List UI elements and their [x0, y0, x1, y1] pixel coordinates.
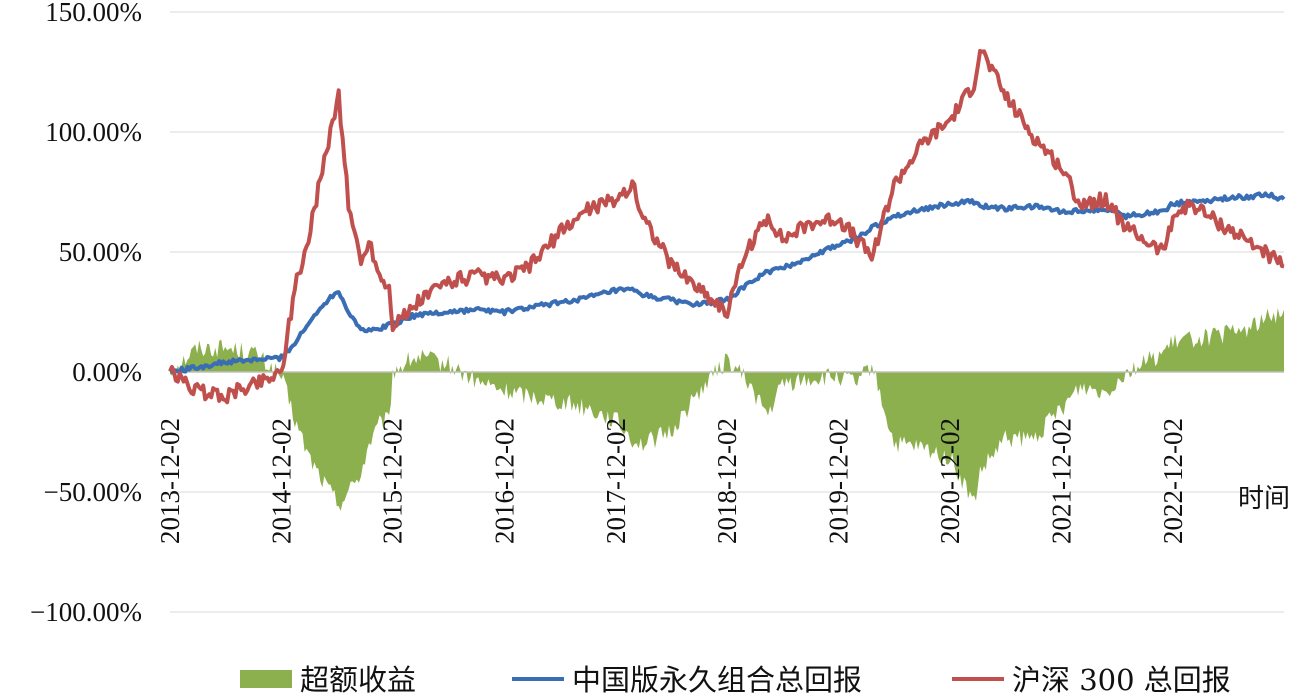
legend-swatch — [240, 670, 292, 688]
legend: 超额收益 中国版永久组合总回报 沪深 300 总回报 — [240, 663, 1231, 696]
x-tick-label: 2013-12-02 — [155, 418, 185, 544]
series-line-permanent-portfolio — [169, 191, 1286, 375]
y-tick-label: 100.00% — [45, 117, 142, 147]
excess-return-area-layer — [170, 308, 1284, 511]
legend-item: 沪深 300 总回报 — [952, 663, 1231, 696]
legend-item: 超额收益 — [240, 663, 416, 696]
y-tick-label: −100.00% — [30, 597, 142, 627]
legend-label: 沪深 300 总回报 — [1012, 663, 1231, 696]
x-axis-label: 时间 — [1238, 484, 1290, 514]
series-area-excess-return — [170, 308, 1284, 511]
y-tick-label: −50.00% — [44, 477, 142, 507]
x-tick-label: 2020-12-02 — [935, 418, 965, 544]
x-tick-label: 2021-12-02 — [1047, 418, 1077, 544]
x-tick-label: 2015-12-02 — [378, 418, 408, 544]
y-tick-label: 150.00% — [45, 0, 142, 27]
x-tick-label: 2014-12-02 — [266, 418, 296, 544]
legend-label: 超额收益 — [300, 663, 416, 696]
series-line-csi300 — [168, 48, 1285, 405]
legend-label: 中国版永久组合总回报 — [572, 663, 862, 696]
legend-item: 中国版永久组合总回报 — [512, 663, 862, 696]
y-tick-label: 0.00% — [72, 357, 142, 387]
x-axis-ticks: 2013-12-02 2014-12-02 2015-12-02 2016-12-02… — [155, 418, 1188, 544]
x-tick-label: 2016-12-02 — [489, 418, 519, 544]
x-tick-label: 2022-12-02 — [1158, 418, 1188, 544]
x-tick-label: 2018-12-02 — [712, 418, 742, 544]
x-tick-label: 2017-12-02 — [601, 418, 631, 544]
y-axis-ticks: 150.00% 100.00% 50.00% 0.00% −50.00% −100.00% — [30, 0, 142, 627]
x-tick-label: 2019-12-02 — [824, 418, 854, 544]
series-lines-layer — [168, 48, 1286, 405]
y-tick-label: 50.00% — [59, 237, 142, 267]
